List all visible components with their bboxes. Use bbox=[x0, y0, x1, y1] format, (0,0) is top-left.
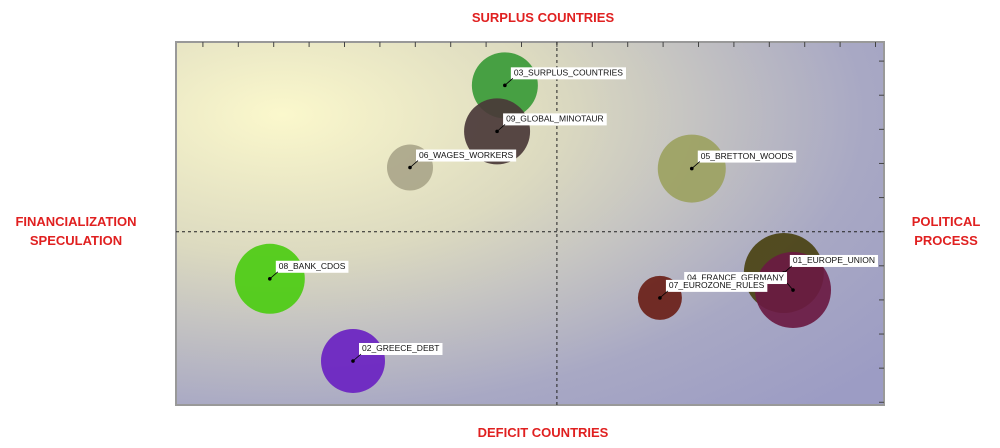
leader-line bbox=[691, 161, 701, 169]
leader-line bbox=[659, 290, 669, 299]
point-label: 03_SURPLUS_COUNTRIES bbox=[514, 68, 623, 78]
point-label-group: 08_BANK_CDOS bbox=[269, 260, 349, 280]
label-box bbox=[665, 279, 768, 292]
point-label-group: 05_BRETTON_WOODS bbox=[691, 150, 797, 169]
label-box bbox=[510, 67, 626, 80]
right-label: POLITICAL bbox=[912, 214, 981, 229]
left-label: SPECULATION bbox=[30, 233, 122, 248]
point-label-group: 09_GLOBAL_MINOTAUR bbox=[496, 113, 607, 132]
leader-line bbox=[352, 353, 362, 362]
label-box bbox=[789, 254, 879, 267]
point-label-group: 06_WAGES_WORKERS bbox=[409, 149, 517, 168]
leader-line bbox=[786, 282, 794, 291]
leader-line bbox=[409, 160, 419, 168]
right-label: PROCESS bbox=[914, 233, 978, 248]
point-label: 07_EUROZONE_RULES bbox=[669, 280, 765, 290]
label-box bbox=[415, 149, 517, 162]
point-label: 06_WAGES_WORKERS bbox=[419, 150, 513, 160]
leader-line bbox=[269, 271, 279, 280]
point-label: 04_FRANCE_GERMANY bbox=[687, 272, 784, 282]
point-label: 05_BRETTON_WOODS bbox=[701, 151, 794, 161]
leader-line bbox=[496, 124, 506, 132]
label-box bbox=[697, 150, 797, 163]
leader-line bbox=[783, 265, 793, 274]
point-label-group: 03_SURPLUS_COUNTRIES bbox=[504, 67, 626, 86]
label-box bbox=[275, 260, 349, 273]
point-label: 08_BANK_CDOS bbox=[279, 261, 346, 271]
point-label: 01_EUROPE_UNION bbox=[793, 255, 875, 265]
point-label: 09_GLOBAL_MINOTAUR bbox=[506, 114, 604, 124]
bottom-label: DEFICIT COUNTRIES bbox=[478, 425, 609, 440]
label-box bbox=[503, 113, 607, 126]
point-label-group: 07_EUROZONE_RULES bbox=[659, 279, 768, 299]
leader-line bbox=[504, 78, 514, 86]
point-label: 02_GREECE_DEBT bbox=[362, 343, 439, 353]
point-label-group: 02_GREECE_DEBT bbox=[352, 342, 443, 362]
label-box bbox=[359, 342, 443, 355]
left-label: FINANCIALIZATION bbox=[15, 214, 136, 229]
top-label: SURPLUS COUNTRIES bbox=[472, 10, 615, 25]
point-label-group: 01_EUROPE_UNION bbox=[783, 254, 879, 274]
